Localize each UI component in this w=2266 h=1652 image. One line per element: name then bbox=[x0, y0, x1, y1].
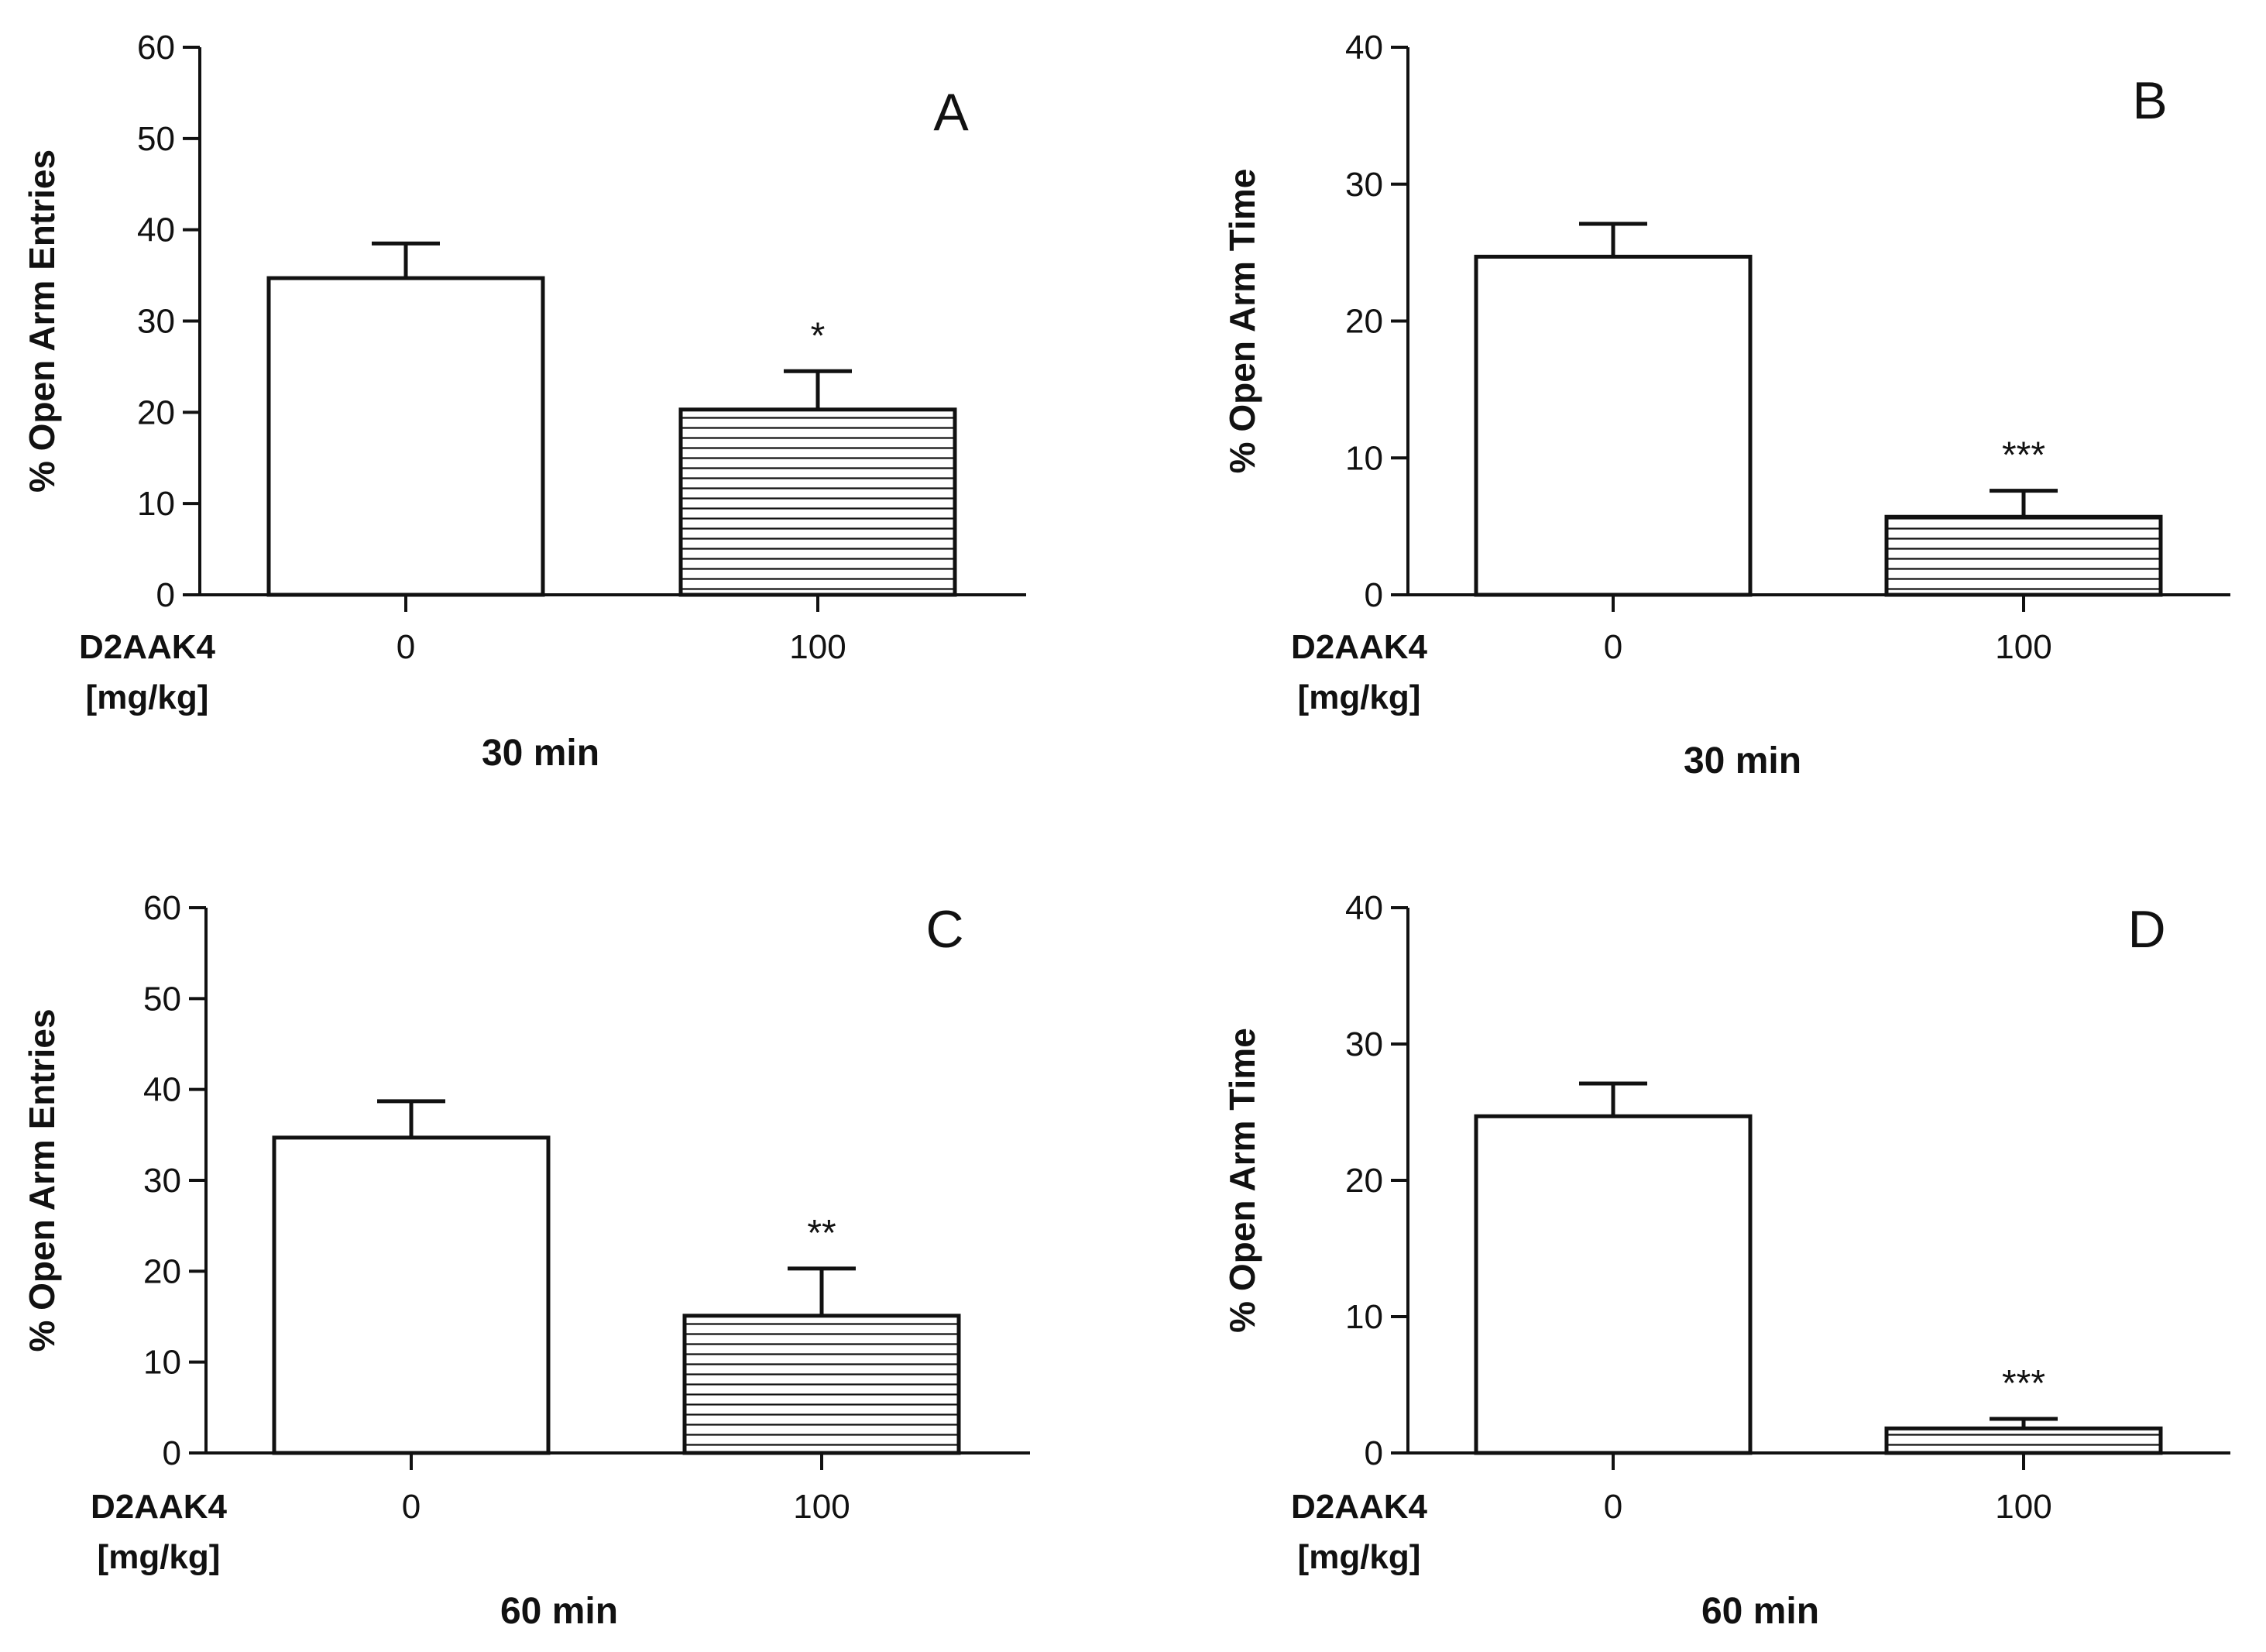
y-tick-label: 40 bbox=[1345, 889, 1383, 927]
y-tick-label: 0 bbox=[163, 1434, 181, 1472]
panel-letter: D bbox=[2127, 900, 2165, 959]
bar-0 bbox=[272, 1135, 551, 1455]
y-axis-label: % Open Arm Entries bbox=[22, 149, 62, 493]
x-tick-label: 0 bbox=[402, 1488, 421, 1526]
y-tick-label: 30 bbox=[137, 303, 175, 341]
x-tick-label: 0 bbox=[1604, 628, 1622, 666]
unit-label: [mg/kg] bbox=[86, 678, 209, 716]
y-tick-label: 10 bbox=[1345, 439, 1383, 477]
y-tick-label: 20 bbox=[1345, 303, 1383, 341]
y-tick-label: 30 bbox=[1345, 166, 1383, 204]
significance-label: ** bbox=[807, 1213, 836, 1254]
panel-letter: C bbox=[925, 900, 963, 959]
y-tick-label: 60 bbox=[143, 889, 181, 927]
bar-0 bbox=[1474, 254, 1753, 597]
unit-label: [mg/kg] bbox=[98, 1538, 221, 1576]
drug-label: D2AAK4 bbox=[1291, 628, 1428, 666]
significance-label: * bbox=[811, 315, 826, 356]
y-tick-label: 50 bbox=[143, 980, 181, 1018]
panel-letter: A bbox=[933, 83, 969, 142]
drug-label: D2AAK4 bbox=[1291, 1488, 1428, 1526]
bar-100 bbox=[678, 407, 957, 597]
drug-label: D2AAK4 bbox=[79, 628, 216, 666]
significance-label: *** bbox=[2002, 1363, 2045, 1404]
drug-label: D2AAK4 bbox=[91, 1488, 228, 1526]
x-tick-label: 100 bbox=[789, 628, 846, 666]
panel-c: 0 10 20 30 40 50 60 % Open Arm Entries 0 100 ** D2A… bbox=[22, 889, 1030, 1632]
y-axis-label: % Open Arm Time bbox=[1222, 169, 1262, 474]
y-tick-label: 30 bbox=[1345, 1025, 1383, 1063]
y-tick-label: 50 bbox=[137, 120, 175, 158]
y-tick-label: 20 bbox=[137, 393, 175, 431]
time-label: 30 min bbox=[482, 733, 599, 774]
x-tick-label: 0 bbox=[1604, 1488, 1622, 1526]
y-tick-label: 40 bbox=[143, 1071, 181, 1109]
significance-label: *** bbox=[2002, 435, 2045, 476]
y-axis-label: % Open Arm Entries bbox=[22, 1008, 62, 1351]
unit-label: [mg/kg] bbox=[1298, 1538, 1421, 1576]
y-tick-label: 40 bbox=[137, 211, 175, 249]
unit-label: [mg/kg] bbox=[1298, 678, 1421, 716]
y-tick-label: 10 bbox=[137, 485, 175, 523]
y-tick-label: 20 bbox=[143, 1252, 181, 1290]
bar-100 bbox=[682, 1314, 961, 1455]
time-label: 60 min bbox=[1701, 1591, 1819, 1632]
x-tick-label: 0 bbox=[397, 628, 415, 666]
y-tick-label: 10 bbox=[1345, 1298, 1383, 1336]
bar-100 bbox=[1884, 1426, 2163, 1455]
y-tick-label: 0 bbox=[156, 576, 175, 614]
panel-letter: B bbox=[2132, 71, 2167, 130]
y-axis-label: % Open Arm Time bbox=[1222, 1028, 1262, 1333]
y-tick-label: 30 bbox=[143, 1162, 181, 1200]
bar-0 bbox=[1474, 1114, 1753, 1455]
y-tick-label: 0 bbox=[1365, 1434, 1383, 1472]
bar-100 bbox=[1884, 514, 2163, 597]
time-label: 60 min bbox=[500, 1591, 618, 1632]
panel-a: 0 10 20 30 40 50 60 % Open Arm Entries 0 100 * D2AA… bbox=[22, 29, 1026, 774]
x-tick-label: 100 bbox=[1995, 628, 2051, 666]
y-tick-label: 60 bbox=[137, 29, 175, 67]
time-label: 30 min bbox=[1684, 740, 1801, 781]
x-tick-label: 100 bbox=[1995, 1488, 2051, 1526]
x-tick-label: 100 bbox=[793, 1488, 850, 1526]
panel-d: 0 10 20 30 40 % Open Arm Time 0 100 *** D2AAK4 [mg… bbox=[1222, 889, 2230, 1632]
y-tick-label: 10 bbox=[143, 1344, 181, 1382]
panel-b: 0 10 20 30 40 % Open Arm Time 0 100 *** D2AAK4 [mg… bbox=[1222, 29, 2230, 781]
y-tick-label: 0 bbox=[1365, 576, 1383, 614]
y-tick-label: 40 bbox=[1345, 29, 1383, 67]
bar-0 bbox=[266, 276, 545, 597]
y-tick-label: 20 bbox=[1345, 1162, 1383, 1200]
